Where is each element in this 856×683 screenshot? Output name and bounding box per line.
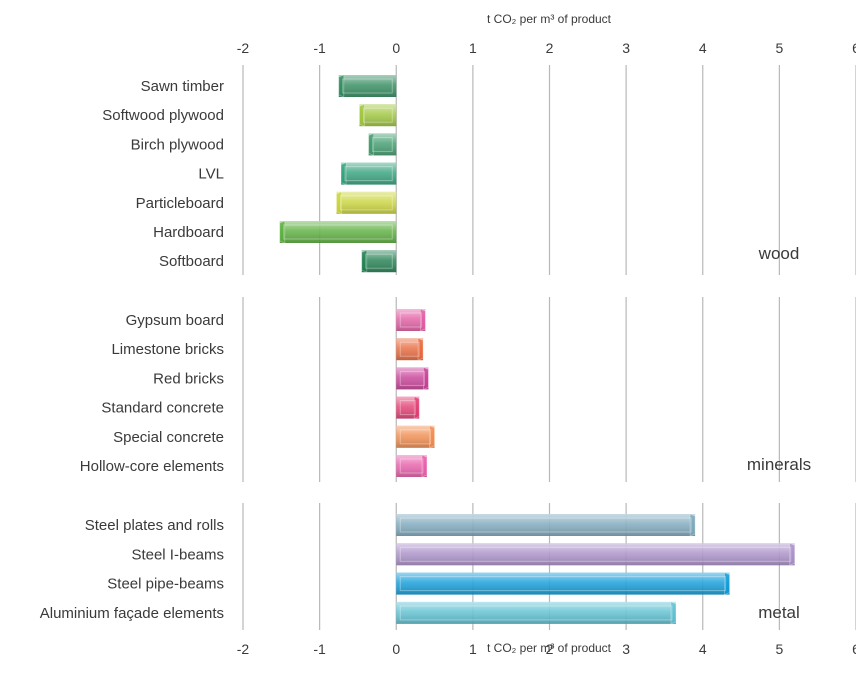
category-label: LVL xyxy=(198,166,224,183)
group-label-minerals: minerals xyxy=(747,455,811,474)
category-label: Steel I-beams xyxy=(131,546,224,563)
category-label: Hardboard xyxy=(153,224,224,241)
bar-red-bricks xyxy=(396,366,429,390)
tick-label-top: 4 xyxy=(699,40,707,56)
tick-label-top: -2 xyxy=(237,40,250,56)
bar-birch-plywood xyxy=(368,132,397,156)
bar-sawn-timber xyxy=(338,74,397,98)
tick-label-bottom: 3 xyxy=(622,641,630,657)
category-label: Red bricks xyxy=(153,370,224,387)
tick-label-top: 1 xyxy=(469,40,477,56)
category-label: Gypsum board xyxy=(126,312,224,329)
category-label: Standard concrete xyxy=(101,400,224,417)
bar-gypsum-board xyxy=(396,308,426,332)
tick-label-bottom: -2 xyxy=(237,641,250,657)
axis-title-bottom: t CO₂ per m³ of product xyxy=(487,641,612,655)
tick-label-top: 5 xyxy=(775,40,783,56)
tick-label-bottom: 0 xyxy=(392,641,400,657)
bars xyxy=(279,74,796,625)
axis-title-top: t CO₂ per m³ of product xyxy=(487,12,612,26)
bar-steel-plates-and-rolls xyxy=(396,513,696,537)
bar-softwood-plywood xyxy=(359,103,397,127)
category-label: Birch plywood xyxy=(131,136,224,153)
tick-label-top: 0 xyxy=(392,40,400,56)
category-label: Limestone bricks xyxy=(111,341,224,358)
category-label: Steel pipe-beams xyxy=(107,576,224,593)
tick-label-bottom: -1 xyxy=(313,641,326,657)
bar-lvl xyxy=(340,162,397,186)
category-label: Particleboard xyxy=(136,195,224,212)
category-label: Softwood plywood xyxy=(102,107,224,124)
bar-special-concrete xyxy=(396,425,435,449)
category-label: Softboard xyxy=(159,253,224,270)
tick-label-top: 6 xyxy=(852,40,856,56)
bar-hardboard xyxy=(279,220,397,244)
bar-aluminium-fa-ade-elements xyxy=(396,601,677,625)
group-label-metal: metal xyxy=(758,603,800,622)
category-label: Steel plates and rolls xyxy=(85,517,224,534)
tick-label-bottom: 6 xyxy=(852,641,856,657)
tick-label-bottom: 5 xyxy=(775,641,783,657)
bar-standard-concrete xyxy=(396,396,420,420)
tick-label-top: 2 xyxy=(546,40,554,56)
tick-label-bottom: 2 xyxy=(546,641,554,657)
category-label: Hollow-core elements xyxy=(80,458,224,475)
labels: -2 -2 -1 -1 0 0 1 1 2 2 3 3 4 4 5 5 6 6 Sawn timber Softwoo… xyxy=(40,40,856,657)
bar-limestone-bricks xyxy=(396,337,424,361)
group-label-wood: wood xyxy=(758,244,800,263)
bar-steel-pipe-beams xyxy=(396,572,730,596)
category-label: Special concrete xyxy=(113,429,224,446)
bar-hollow-core-elements xyxy=(396,454,428,478)
category-label: Aluminium façade elements xyxy=(40,605,224,622)
bar-particleboard xyxy=(336,191,397,215)
bar-softboard xyxy=(361,249,397,273)
tick-label-bottom: 4 xyxy=(699,641,707,657)
tick-label-top: -1 xyxy=(313,40,326,56)
tick-label-bottom: 1 xyxy=(469,641,477,657)
bar-steel-i-beams xyxy=(396,542,796,566)
category-label: Sawn timber xyxy=(141,78,224,95)
tick-label-top: 3 xyxy=(622,40,630,56)
